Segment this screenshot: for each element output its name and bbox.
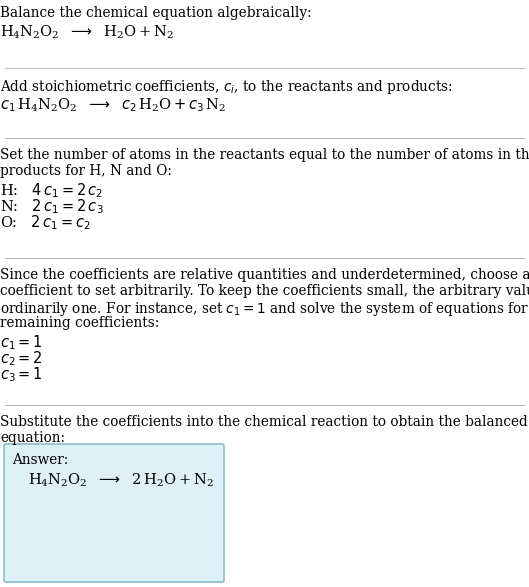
Text: Set the number of atoms in the reactants equal to the number of atoms in the: Set the number of atoms in the reactants…	[0, 148, 529, 162]
FancyBboxPatch shape	[4, 444, 224, 582]
Text: $c_3 = 1$: $c_3 = 1$	[0, 365, 43, 384]
Text: products for H, N and O:: products for H, N and O:	[0, 164, 172, 178]
Text: O:   $2\,c_1 = c_2$: O: $2\,c_1 = c_2$	[0, 213, 91, 232]
Text: remaining coefficients:: remaining coefficients:	[0, 316, 159, 330]
Text: $\mathregular{H_4N_2O_2}$  $\longrightarrow$  $\mathregular{H_2O + N_2}$: $\mathregular{H_4N_2O_2}$ $\longrightarr…	[0, 24, 174, 42]
Text: N:   $2\,c_1 = 2\,c_3$: N: $2\,c_1 = 2\,c_3$	[0, 197, 104, 215]
Text: H:   $4\,c_1 = 2\,c_2$: H: $4\,c_1 = 2\,c_2$	[0, 181, 103, 200]
Text: coefficient to set arbitrarily. To keep the coefficients small, the arbitrary va: coefficient to set arbitrarily. To keep …	[0, 284, 529, 298]
Text: $c_2 = 2$: $c_2 = 2$	[0, 349, 43, 367]
Text: Since the coefficients are relative quantities and underdetermined, choose a: Since the coefficients are relative quan…	[0, 268, 529, 282]
Text: $c_1\,\mathregular{H_4N_2O_2}$  $\longrightarrow$  $c_2\,\mathregular{H_2O} + c_: $c_1\,\mathregular{H_4N_2O_2}$ $\longrig…	[0, 96, 226, 114]
Text: Add stoichiometric coefficients, $c_i$, to the reactants and products:: Add stoichiometric coefficients, $c_i$, …	[0, 78, 453, 96]
Text: equation:: equation:	[0, 431, 65, 445]
Text: $\mathregular{H_4N_2O_2}$  $\longrightarrow$  $\mathregular{2\,H_2O + N_2}$: $\mathregular{H_4N_2O_2}$ $\longrightarr…	[28, 472, 214, 490]
Text: Substitute the coefficients into the chemical reaction to obtain the balanced: Substitute the coefficients into the che…	[0, 415, 528, 429]
Text: Answer:: Answer:	[12, 453, 68, 467]
Text: $c_1 = 1$: $c_1 = 1$	[0, 333, 43, 352]
Text: Balance the chemical equation algebraically:: Balance the chemical equation algebraica…	[0, 6, 312, 20]
Text: ordinarily one. For instance, set $c_1 = 1$ and solve the system of equations fo: ordinarily one. For instance, set $c_1 =…	[0, 300, 529, 318]
